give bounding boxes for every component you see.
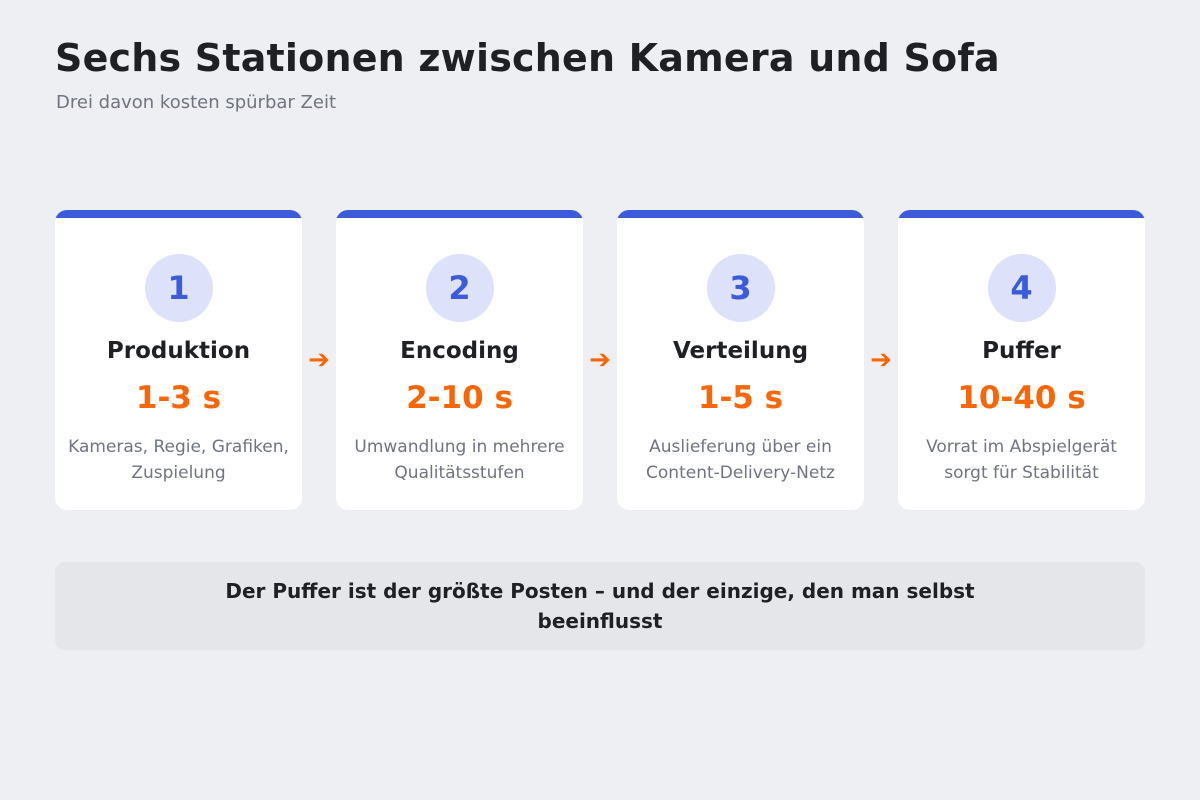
step-description: Kameras, Regie, Grafiken, Zuspielung: [68, 437, 289, 483]
summary-callout: Der Puffer ist der größte Posten – und d…: [55, 562, 1145, 650]
arrow-right-icon: ➔: [308, 345, 330, 375]
step-duration: 1-3 s: [135, 380, 222, 416]
card-accent-bar: [617, 210, 864, 218]
arrow-right-icon: ➔: [589, 345, 611, 375]
step-name: Verteilung: [672, 338, 809, 364]
card-accent-bar: [898, 210, 1145, 218]
step-number-badge: 3: [706, 254, 775, 322]
step-duration: 10-40 s: [957, 380, 1086, 416]
step-duration: 1-5 s: [697, 380, 784, 416]
step-duration: 2-10 s: [406, 380, 513, 416]
page-title: Sechs Stationen zwischen Kamera und Sofa: [55, 36, 1000, 80]
step-card-puffer: 4 Puffer 10-40 s Vorrat im Abspielgerät …: [898, 210, 1145, 510]
step-name: Produktion: [106, 338, 251, 364]
page-subtitle: Drei davon kosten spürbar Zeit: [56, 92, 337, 113]
pipeline-steps: 1 Produktion 1-3 s Kameras, Regie, Grafi…: [55, 210, 1145, 510]
arrow-right-icon: ➔: [870, 345, 892, 375]
summary-text: Der Puffer ist der größte Posten – und d…: [225, 579, 975, 633]
step-description: Umwandlung in mehrere Qualitätsstufen: [354, 437, 565, 483]
card-accent-bar: [336, 210, 583, 218]
step-number-badge: 1: [144, 254, 213, 322]
step-description: Vorrat im Abspielgerät sorgt für Stabili…: [926, 437, 1117, 483]
step-name: Encoding: [400, 338, 519, 364]
card-accent-bar: [55, 210, 302, 218]
step-number-badge: 4: [987, 254, 1056, 322]
step-name: Puffer: [982, 338, 1061, 364]
step-card-encoding: 2 Encoding 2-10 s Umwandlung in mehrere …: [336, 210, 583, 510]
step-card-verteilung: 3 Verteilung 1-5 s Auslieferung über ein…: [617, 210, 864, 510]
step-number-badge: 2: [425, 254, 494, 322]
step-card-produktion: 1 Produktion 1-3 s Kameras, Regie, Grafi…: [55, 210, 302, 510]
step-description: Auslieferung über ein Content-Delivery-N…: [646, 437, 835, 483]
